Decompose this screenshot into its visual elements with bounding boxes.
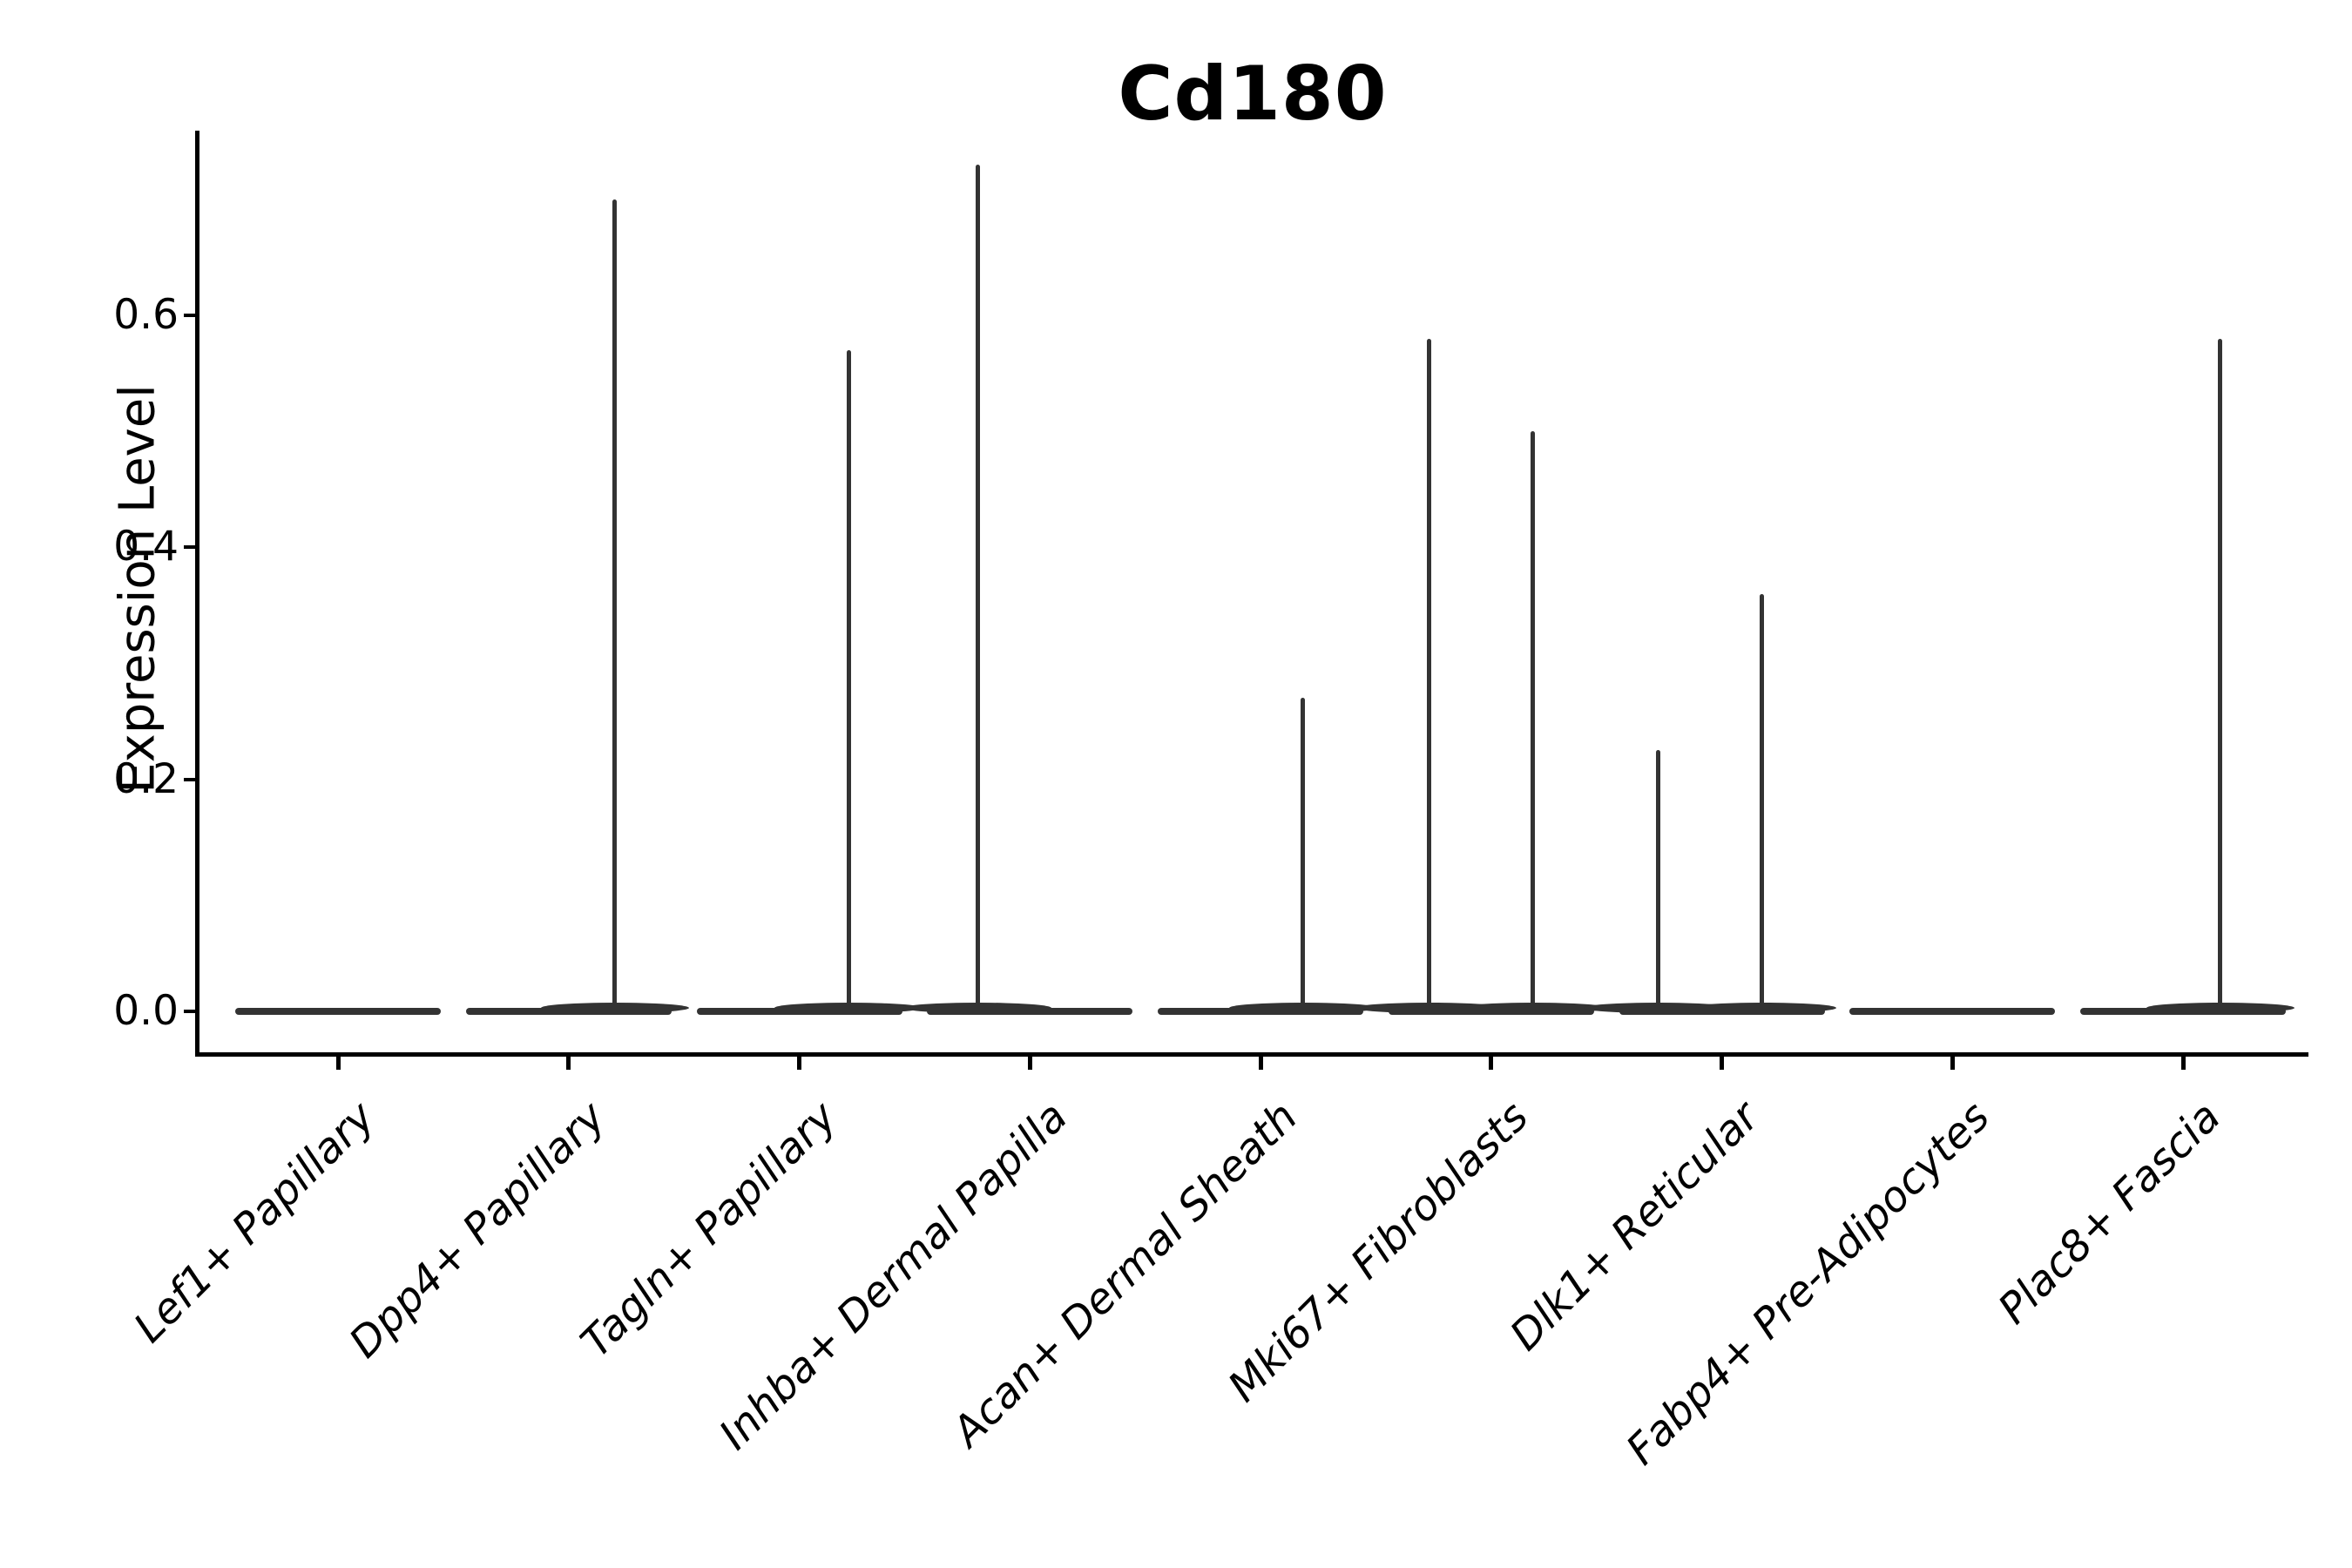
violin-spike [1301,698,1306,1015]
y-tick-label: 0.0 [113,987,179,1035]
violin-base [465,1008,672,1015]
y-tick-label: 0.2 [113,754,179,803]
x-tick-label: Tagln+ Papillary [571,1092,847,1368]
x-tick [2180,1057,2186,1070]
x-axis-spine [195,1052,2308,1057]
violin-base [927,1008,1133,1015]
violin-spike [1760,593,1765,1015]
y-tick [184,1010,197,1013]
violin-base [235,1008,441,1015]
violin-spike [1531,431,1536,1015]
x-tick [335,1057,341,1070]
y-axis-label: Expression Level [109,384,166,794]
x-tick-label: Plac8+ Fascia [1988,1092,2230,1334]
x-tick [1027,1057,1032,1070]
violin-base [696,1008,902,1015]
y-tick [184,545,197,550]
x-tick [797,1057,801,1070]
x-tick-label: Dpp4+ Papillary [340,1092,616,1368]
violin-spike [846,349,851,1015]
violin-base [1619,1008,1825,1015]
y-tick-label: 0.6 [113,290,179,339]
violin-base [1388,1008,1594,1015]
violin-spike [612,199,618,1015]
chart-title: Cd180 [1118,51,1388,138]
x-tick [1950,1057,1955,1070]
x-tick [1720,1057,1724,1070]
x-tick-label: Dlk1+ Reticular [1500,1092,1769,1361]
y-tick [184,777,197,781]
violin-base [1158,1008,1363,1015]
x-tick [1489,1057,1494,1070]
x-tick [566,1057,571,1070]
y-tick [184,313,197,317]
x-tick-label: Fabp4+ Pre-Adipocytes [1617,1092,1999,1475]
violin-base [2080,1008,2286,1015]
x-tick [1258,1057,1263,1070]
violin-spike [975,164,980,1015]
y-tick-label: 0.4 [113,523,179,571]
y-axis-spine [195,131,199,1057]
violin-base [1849,1008,2056,1015]
violin-spike [1427,338,1432,1015]
violin-spike [1655,750,1660,1015]
x-tick-label: Lef1+ Papillary [125,1092,385,1353]
violin-spike [2218,338,2223,1015]
